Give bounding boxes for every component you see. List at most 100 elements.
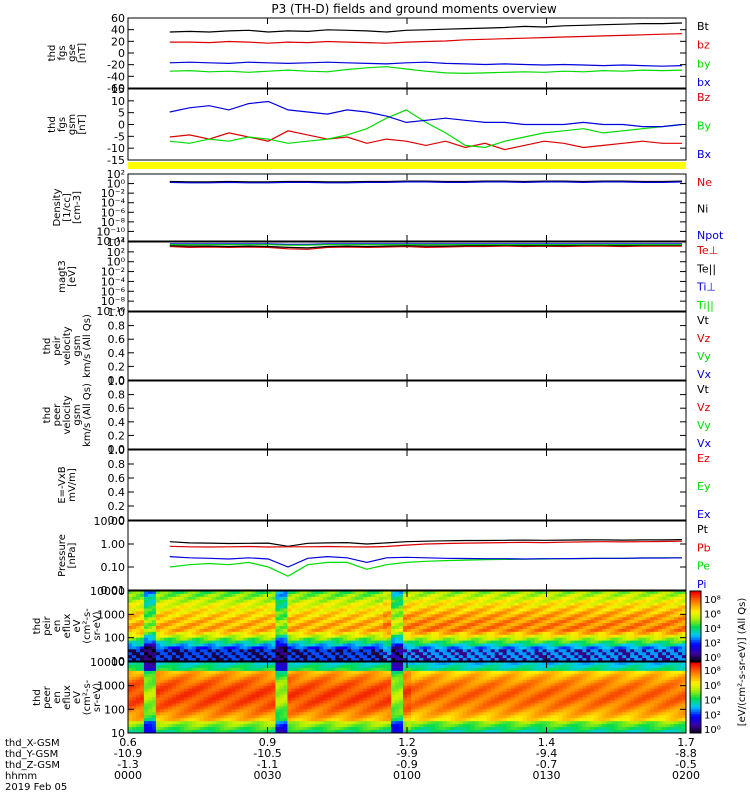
spectrogram-cell [295, 670, 300, 675]
spectrogram-cell [291, 724, 296, 728]
spectrogram-cell [259, 602, 264, 606]
spectrogram-cell [514, 628, 519, 633]
spectrogram-cell [403, 652, 408, 656]
spectrogram-cell [283, 682, 288, 687]
spectrogram-cell [207, 596, 213, 601]
spectrogram-cell [175, 652, 181, 656]
spectrogram-cell [287, 617, 292, 621]
spectrogram-cell [363, 617, 368, 621]
spectrogram-cell [618, 623, 623, 627]
spectrogram-cell [183, 608, 189, 612]
spectrogram-cell [235, 662, 240, 666]
spectrogram-cell [143, 658, 149, 662]
spectrogram-cell [223, 593, 229, 598]
spectrogram-cell [658, 652, 663, 656]
spectrogram-cell [454, 637, 460, 641]
spectrogram-cell [259, 628, 264, 633]
spectrogram-cell [486, 643, 492, 647]
spectrogram-cell [570, 617, 575, 621]
spectrogram-cell [622, 628, 627, 633]
spectrogram-cell [179, 646, 185, 650]
spectrogram-cell [231, 662, 237, 666]
spectrogram-cell [351, 646, 356, 650]
spectrogram-cell [422, 655, 428, 659]
spectrogram-cell [299, 709, 304, 713]
spectrogram-cell [167, 599, 173, 604]
spectrogram-cell [203, 649, 209, 653]
spectrogram-cell [478, 591, 484, 595]
spectrogram-cell [171, 673, 177, 678]
spectrogram-cell [650, 593, 655, 598]
spectrogram-cell [275, 593, 280, 598]
spectrogram-cell [128, 700, 133, 704]
spectrogram-cell [223, 626, 229, 630]
spectrogram-cell [291, 628, 296, 633]
spectrogram-cell [646, 608, 651, 612]
series-line-Bt [169, 22, 683, 33]
spectrogram-cell [259, 640, 264, 644]
spectrogram-cell [618, 617, 623, 621]
spectrogram-cell [231, 658, 237, 662]
spectrogram-cell [295, 730, 300, 734]
spectrogram-cell [259, 620, 264, 624]
spectrogram-cell [211, 605, 217, 609]
spectrogram-cell [490, 652, 496, 656]
spectrogram-cell [291, 605, 296, 609]
spectrogram-cell [542, 605, 547, 609]
spectrogram-cell [478, 643, 484, 647]
spectrogram-cell [351, 631, 356, 636]
spectrogram-cell [323, 676, 328, 681]
spectrogram-cell [159, 599, 165, 604]
spectrogram-cell [438, 605, 444, 609]
spectrogram-cell [614, 643, 619, 647]
spectrogram-cell [458, 599, 464, 604]
spectrogram-cell [618, 608, 623, 612]
spectrogram-cell [331, 602, 336, 606]
spectrogram-cell [339, 626, 344, 630]
spectrogram-cell [582, 640, 587, 644]
spectrogram-cell [167, 628, 173, 633]
spectrogram-cell [339, 640, 344, 644]
spectrogram-cell [295, 591, 300, 595]
spectrogram-cell [666, 658, 671, 662]
spectrogram-cell [203, 605, 209, 609]
spectrogram-cell [139, 623, 145, 627]
spectrogram-cell [255, 682, 260, 687]
spectrogram-cell [267, 715, 272, 719]
spectrogram-cell [179, 637, 185, 641]
spectrogram-cell [271, 646, 276, 650]
spectrogram-cell [339, 617, 344, 621]
spectrogram-cell [566, 593, 571, 598]
spectrogram-cell [143, 664, 149, 669]
panel-frame [127, 173, 687, 242]
spectrogram-cell [634, 646, 639, 650]
spectrogram-cell [131, 676, 137, 681]
spectrogram-cell [558, 652, 563, 656]
spectrogram-cell [143, 691, 149, 695]
spectrogram-cell [263, 623, 268, 627]
spectrogram-cell [518, 640, 523, 644]
spectrogram-cell [307, 608, 312, 612]
spectrogram-cell [203, 706, 209, 710]
spectrogram-cell [315, 643, 320, 647]
spectrogram-cell [307, 670, 312, 675]
spectrogram-cell [403, 628, 408, 633]
spectrogram-cell [414, 599, 420, 604]
spectrogram-cell [275, 703, 280, 707]
spectrogram-cell [526, 596, 531, 601]
spectrogram-cell [167, 662, 173, 666]
spectrogram-cell [606, 631, 611, 636]
spectrogram-cell [263, 685, 268, 690]
spectrogram-cell [263, 727, 268, 731]
spectrogram-cell [131, 700, 137, 704]
spectrogram-cell [235, 682, 240, 687]
spectrogram-cell [303, 658, 308, 662]
spectrogram-cell [239, 637, 244, 641]
spectrogram-cell [303, 608, 308, 612]
spectrogram-cell [235, 623, 240, 627]
spectrogram-cell [199, 682, 205, 687]
spectrogram-cell [275, 709, 280, 713]
spectrogram-cell [530, 614, 535, 618]
spectrogram-cell [207, 626, 213, 630]
spectrogram-cell [279, 637, 284, 641]
